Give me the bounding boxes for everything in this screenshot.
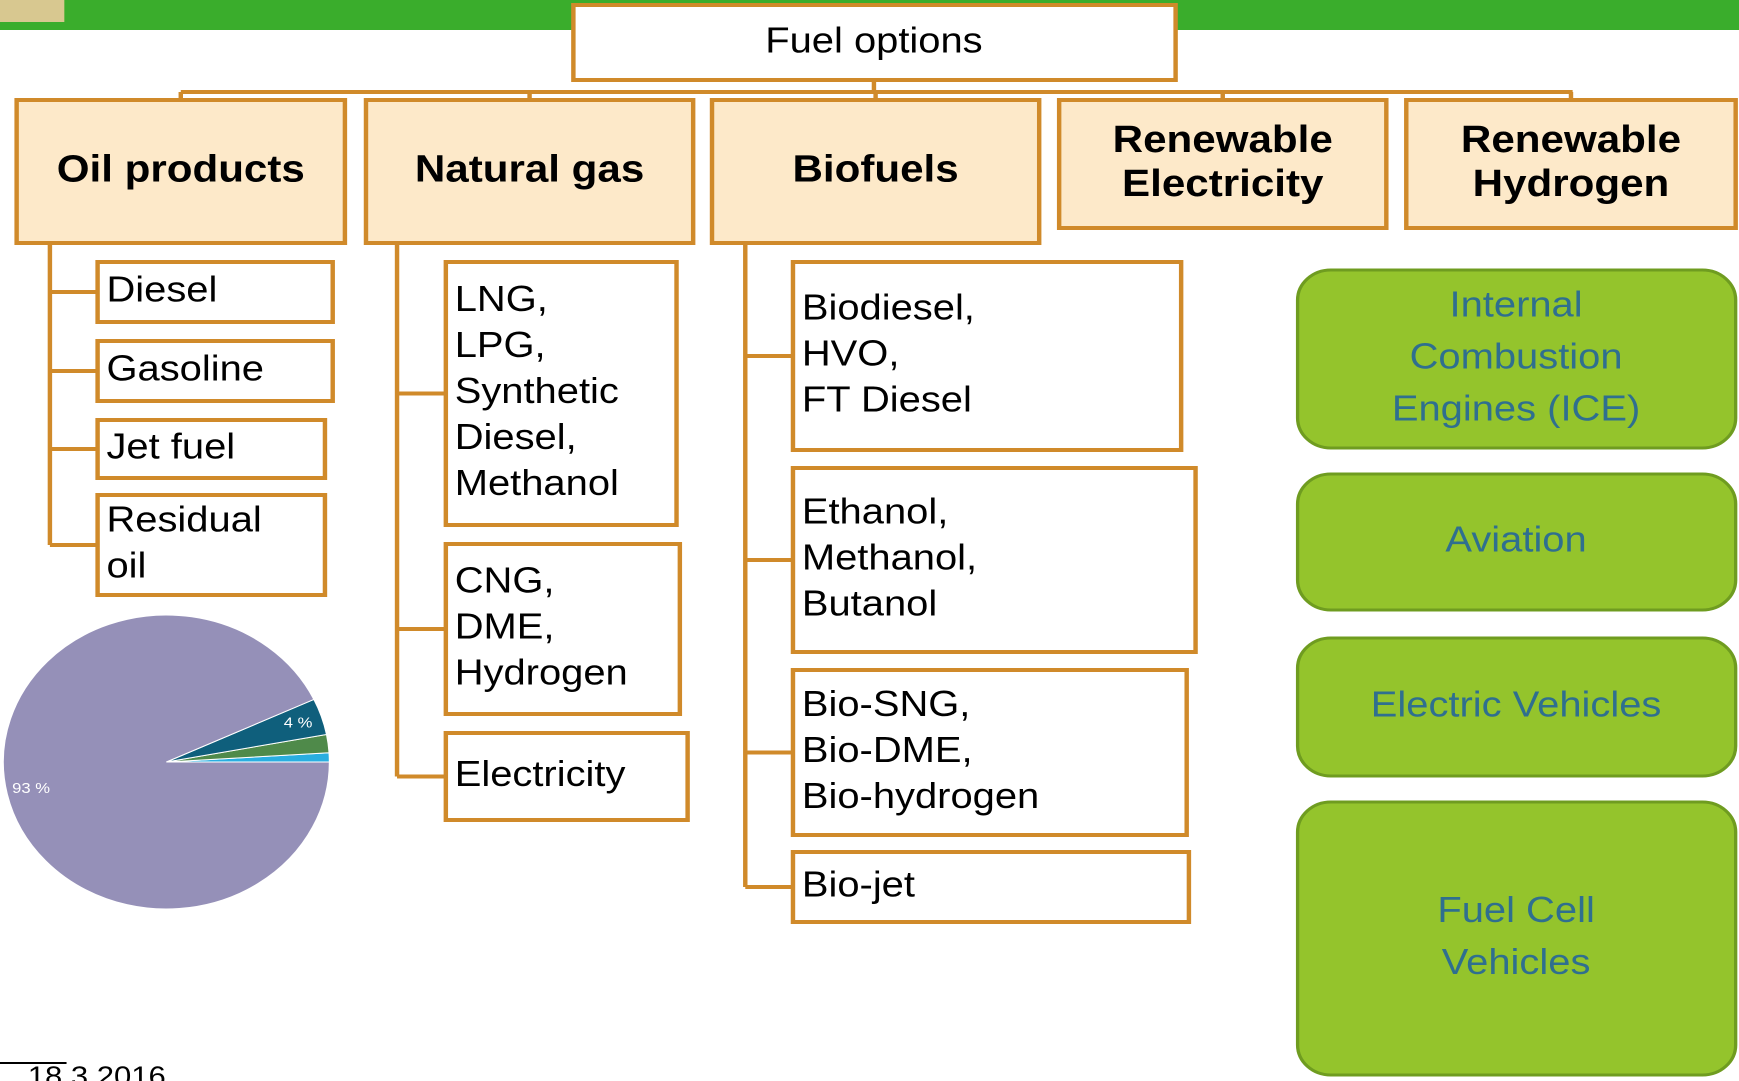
label-line: Electric Vehicles bbox=[1371, 685, 1662, 725]
label-line: Synthetic bbox=[455, 372, 619, 412]
label-line: Electricity bbox=[1122, 162, 1324, 205]
label-line: Biofuels bbox=[793, 147, 959, 190]
label-line: Biodiesel, bbox=[802, 288, 975, 328]
label-line: Diesel bbox=[106, 270, 217, 310]
label-line: Combustion bbox=[1410, 337, 1623, 377]
label-line: DME, bbox=[455, 607, 555, 647]
category-box bbox=[14, 98, 348, 245]
application-box bbox=[1295, 636, 1738, 778]
label-line: Ethanol, bbox=[802, 492, 948, 532]
item-box bbox=[790, 466, 1198, 654]
category-box bbox=[1404, 98, 1738, 230]
label-line: Bio-SNG, bbox=[802, 685, 971, 725]
footer-date: 18.3.2016 bbox=[28, 1061, 166, 1081]
label-line: Methanol bbox=[455, 464, 619, 504]
label-line: HVO, bbox=[802, 334, 900, 374]
label-line: oil bbox=[106, 546, 146, 586]
label-line: Diesel, bbox=[455, 418, 577, 458]
root-box bbox=[571, 3, 1178, 82]
logo bbox=[0, 0, 65, 22]
label-line: Electricity bbox=[455, 755, 626, 795]
label-line: Fuel Cell bbox=[1437, 891, 1594, 931]
label-line: Vehicles bbox=[1442, 943, 1591, 983]
pie-slice bbox=[2, 614, 330, 910]
item-box bbox=[790, 668, 1189, 837]
label-line: CNG, bbox=[455, 561, 555, 601]
category-box bbox=[709, 98, 1042, 245]
item-box bbox=[95, 418, 328, 480]
label-line: Bio-hydrogen bbox=[802, 777, 1039, 817]
label-line: Bio-DME, bbox=[802, 731, 973, 771]
label-line: Renewable bbox=[1113, 118, 1333, 161]
label-line: Natural gas bbox=[415, 147, 644, 190]
label-line: Aviation bbox=[1445, 520, 1586, 560]
item-box bbox=[95, 339, 335, 403]
item-box bbox=[95, 260, 335, 324]
application-box bbox=[1295, 472, 1738, 612]
label-line: Gasoline bbox=[106, 349, 264, 389]
item-box bbox=[790, 850, 1192, 924]
item-box bbox=[95, 493, 328, 597]
label-line: FT Diesel bbox=[802, 380, 972, 420]
label-line: LNG, bbox=[455, 280, 548, 320]
item-box bbox=[790, 260, 1184, 452]
label-line: Residual bbox=[106, 500, 261, 540]
application-box bbox=[1295, 800, 1738, 1077]
label-line: Jet fuel bbox=[106, 427, 235, 467]
pie-label: 93 % bbox=[12, 781, 50, 797]
item-box bbox=[443, 260, 679, 527]
label-line: Internal bbox=[1450, 285, 1583, 325]
label-line: Butanol bbox=[802, 584, 937, 624]
item-box bbox=[443, 542, 683, 716]
label-line: Methanol, bbox=[802, 538, 977, 578]
label-line: Bio-jet bbox=[802, 865, 916, 905]
label-line: Hydrogen bbox=[1473, 162, 1670, 205]
category-box bbox=[1056, 98, 1389, 230]
label-line: Renewable bbox=[1461, 118, 1681, 161]
pie-label: 4 % bbox=[284, 715, 313, 731]
label-line: LPG, bbox=[455, 326, 546, 366]
application-box bbox=[1295, 268, 1738, 450]
item-box bbox=[443, 731, 690, 822]
root-label: Fuel options bbox=[765, 21, 982, 61]
label-line: Engines (ICE) bbox=[1392, 389, 1640, 429]
label-line: Hydrogen bbox=[455, 653, 628, 693]
label-line: Oil products bbox=[57, 147, 305, 190]
category-box bbox=[363, 98, 696, 245]
